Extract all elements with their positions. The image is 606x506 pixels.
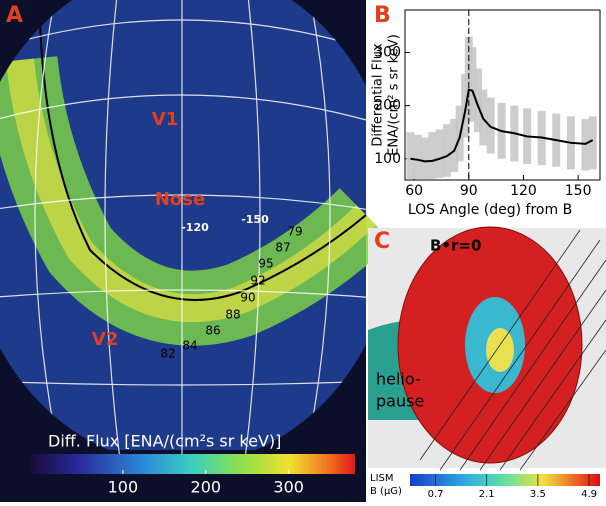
x-axis-label: LOS Angle (deg) from B	[408, 202, 572, 218]
ribbon-label: 82	[160, 347, 175, 361]
spread-bar	[406, 132, 414, 179]
spread-bar	[436, 130, 444, 178]
colorbar-tick-label: 0.7	[428, 489, 444, 500]
ribbon-label: 92	[250, 274, 265, 288]
panel-c	[368, 227, 606, 486]
marker-label: V1	[152, 109, 178, 130]
figure: AV1NoseV2-120-150798795929088868482Diff.…	[0, 0, 606, 502]
panel-label: B	[374, 3, 391, 28]
longitude-label: -150	[241, 213, 269, 226]
colorbar-tick-label: 3.5	[530, 489, 546, 500]
spread-bar	[421, 138, 429, 179]
colorbar-title: B (μG)	[370, 486, 402, 497]
panel-label: A	[6, 3, 23, 28]
ribbon-label: 86	[205, 324, 220, 338]
region-label: helio-	[376, 370, 421, 389]
colorbar-tick-label: 100	[108, 478, 139, 497]
ribbon-label: 88	[225, 308, 240, 322]
colorbar	[410, 474, 600, 486]
spread-bar	[414, 135, 422, 179]
ribbon-label: 90	[240, 291, 255, 305]
colorbar-tick-label: 200	[191, 478, 222, 497]
annotation: B•r=0	[430, 237, 481, 255]
spread-bar	[443, 124, 451, 177]
y-axis-label: ENA/(cm² s sr keV)	[387, 34, 402, 156]
ribbon-label: 79	[287, 225, 302, 239]
marker-label: Nose	[155, 189, 205, 210]
colorbar	[30, 454, 355, 474]
y-axis-label: Differential Flux	[371, 43, 386, 147]
longitude-label: -120	[181, 221, 209, 234]
x-tick-label: 120	[510, 183, 537, 199]
ribbon-label: 84	[182, 339, 197, 353]
ribbon-label: 95	[258, 257, 273, 271]
colorbar-tick-label: 4.9	[581, 489, 597, 500]
colorbar-tick-label: 300	[273, 478, 304, 497]
x-tick-label: 150	[565, 183, 592, 199]
x-tick-label: 90	[460, 183, 478, 199]
colorbar-tick-label: 2.1	[479, 489, 495, 500]
panel-label: C	[374, 229, 390, 254]
colorbar-title: Diff. Flux [ENA/(cm²s sr keV)]	[48, 432, 281, 451]
spread-bar	[589, 116, 597, 169]
panel-a	[0, 0, 400, 502]
torus-inner	[486, 328, 514, 372]
marker-label: V2	[92, 329, 118, 350]
ribbon-label: 87	[275, 241, 290, 255]
region-label: pause	[376, 392, 424, 411]
spread-bar	[428, 132, 436, 179]
x-tick-label: 60	[405, 183, 423, 199]
colorbar-title: LISM	[370, 473, 394, 484]
